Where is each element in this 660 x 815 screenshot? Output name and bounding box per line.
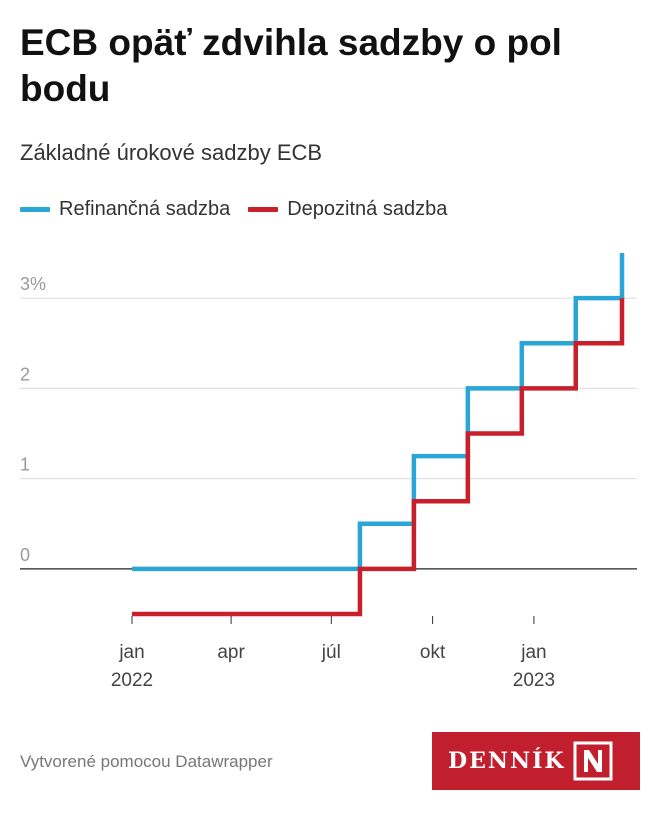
- axis-layer: 0 1 2 3% jan 2022 apr júl okt jan 2023: [20, 274, 555, 691]
- legend-item-refinancing: Refinančná sadzba: [20, 198, 230, 221]
- logo-wordmark: DENNÍK: [448, 748, 566, 774]
- x-tick-label: jan: [520, 642, 546, 663]
- dennik-n-logo[interactable]: DENNÍK: [432, 732, 640, 790]
- deposit-rate-line: [132, 298, 625, 617]
- legend-swatch-refinancing: [20, 207, 50, 212]
- grid-layer: [20, 297, 637, 570]
- chart-title: ECB opäť zdvihla sadzby o pol bodu: [20, 22, 562, 109]
- x-tick-label: júl: [321, 642, 341, 663]
- chart-subtitle: Základné úrokové sadzby ECB: [20, 140, 323, 165]
- y-tick-label: 3%: [20, 274, 46, 294]
- refinancing-rate-line: [132, 253, 625, 572]
- legend-label-deposit: Depozitná sadzba: [287, 198, 448, 220]
- x-tick-year-label: 2023: [513, 670, 555, 691]
- legend-item-deposit: Depozitná sadzba: [248, 198, 447, 221]
- y-tick-label: 0: [20, 545, 30, 565]
- x-tick-year-label: 2022: [111, 670, 153, 691]
- legend-label-refinancing: Refinančná sadzba: [59, 198, 231, 220]
- n-logo-icon: [573, 741, 613, 781]
- y-tick-label: 1: [20, 455, 30, 475]
- y-tick-label: 2: [20, 364, 30, 384]
- x-tick-label: jan: [118, 642, 144, 663]
- x-tick-label: apr: [217, 642, 245, 663]
- series-layer: [132, 253, 625, 617]
- legend: Refinančná sadzba Depozitná sadzba: [20, 198, 465, 221]
- rate-chart: 0 1 2 3% jan 2022 apr júl okt jan 2023: [20, 253, 637, 691]
- legend-swatch-deposit: [248, 207, 279, 212]
- x-tick-label: okt: [420, 642, 446, 663]
- credit-text: Vytvorené pomocou Datawrapper: [20, 752, 273, 771]
